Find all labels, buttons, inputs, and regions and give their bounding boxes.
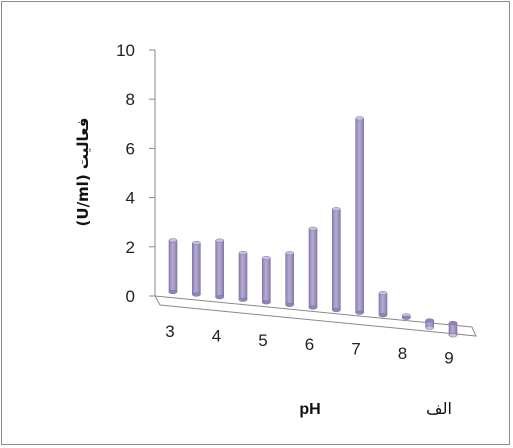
panel-label: الف — [426, 399, 452, 418]
bar-base-cap — [402, 315, 411, 320]
bar-body — [192, 242, 201, 295]
y-tick-label: 2 — [126, 238, 135, 257]
bar-base-cap — [378, 313, 388, 318]
bar-top-cap — [285, 251, 294, 256]
bar-top-cap — [262, 256, 271, 261]
bar-base-cap — [308, 305, 318, 310]
bar — [308, 226, 318, 310]
bar-body — [308, 228, 318, 308]
bar-top-cap — [168, 238, 178, 243]
bar — [378, 291, 388, 318]
bar-top-cap — [238, 250, 248, 256]
bar-base-cap — [238, 297, 248, 302]
bar-body — [168, 240, 178, 293]
bar-top-cap — [378, 291, 388, 296]
bar-base-cap — [425, 318, 434, 323]
bar — [262, 256, 271, 305]
bar-body — [285, 252, 294, 306]
bar — [355, 116, 364, 315]
bar-base-cap — [168, 289, 178, 295]
bar-top-cap — [332, 207, 341, 212]
floor-plane — [154, 295, 477, 337]
x-axis-title: pH — [299, 401, 320, 418]
bar-body — [215, 240, 224, 298]
bar-body — [355, 118, 364, 313]
bar-body — [262, 257, 271, 303]
y-tick-label: 6 — [126, 139, 135, 158]
bar-base-cap — [215, 295, 224, 300]
bar-top-cap — [215, 238, 224, 243]
bar — [332, 207, 341, 313]
bar-base-cap — [355, 310, 364, 315]
bar — [285, 251, 294, 307]
bar — [238, 250, 248, 302]
bar-top-cap — [425, 325, 434, 330]
y-tick-label: 4 — [126, 189, 135, 208]
bar — [425, 318, 434, 330]
bar-base-cap — [285, 302, 294, 307]
bar — [402, 313, 411, 320]
x-tick-label: 4 — [212, 326, 221, 345]
bar-top-cap — [308, 226, 318, 231]
y-tick-label: 10 — [116, 41, 135, 60]
bar-base-cap — [262, 300, 271, 305]
bar-body — [238, 252, 248, 301]
x-tick-label: 6 — [305, 335, 314, 354]
bar — [168, 238, 178, 295]
bar-top-cap — [448, 333, 458, 338]
bar-top-cap — [192, 240, 201, 245]
x-tick-label: 3 — [165, 322, 174, 341]
bar-base-cap — [448, 320, 458, 326]
y-axis-title: فعالیت (U/ml) — [74, 118, 92, 227]
y-tick-label: 8 — [126, 90, 135, 109]
bar — [448, 320, 458, 338]
bar — [215, 238, 224, 300]
x-tick-label: 9 — [444, 348, 453, 367]
x-tick-label: 7 — [351, 340, 360, 359]
bar-top-cap — [355, 116, 364, 121]
bar-base-cap — [332, 308, 341, 313]
x-tick-label: 5 — [258, 331, 267, 350]
y-tick-label: 0 — [126, 287, 135, 306]
bar-base-cap — [192, 292, 201, 297]
bar — [192, 240, 201, 297]
bar-body — [378, 292, 388, 316]
bar-body — [332, 208, 341, 311]
x-tick-label: 8 — [398, 344, 407, 363]
